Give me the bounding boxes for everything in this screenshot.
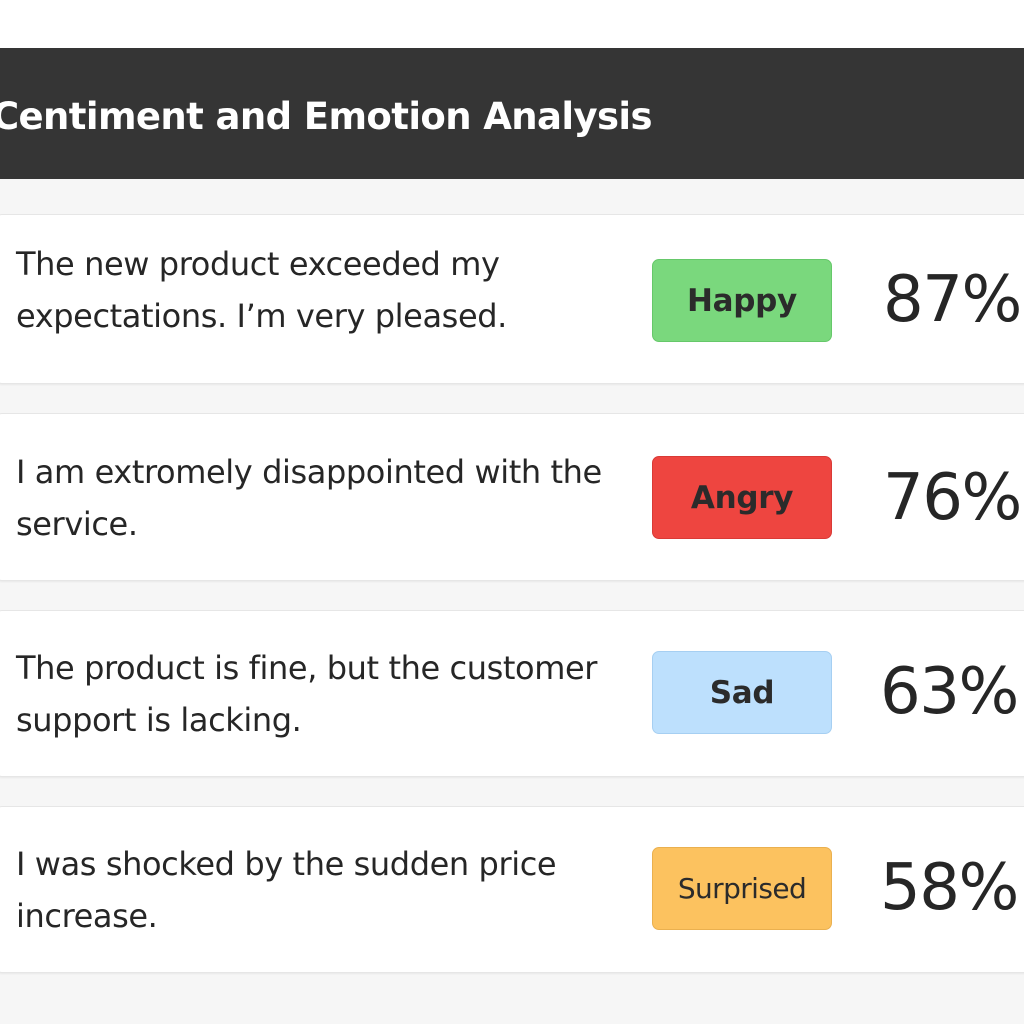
confidence-score: 63% xyxy=(880,655,1019,729)
emotion-badge-sad: Sad xyxy=(652,651,832,734)
confidence-score: 87% xyxy=(883,263,1022,337)
page-title: Centiment and Emotion Analysis xyxy=(0,95,653,138)
result-text: The product is fine, but the customer su… xyxy=(16,649,598,739)
result-card-1: The new product exceeded my expectations… xyxy=(0,214,1024,384)
result-card-2: I am extromely disappointed with the ser… xyxy=(0,413,1024,581)
result-text: I was shocked by the sudden price increa… xyxy=(16,845,557,935)
emotion-badge-surprised: Surprised xyxy=(652,847,832,930)
result-card-4: I was shocked by the sudden price increa… xyxy=(0,806,1024,973)
emotion-badge-angry: Angry xyxy=(652,456,832,539)
result-card-3: The product is fine, but the customer su… xyxy=(0,610,1024,777)
app-header: Centiment and Emotion Analysis xyxy=(0,48,1024,179)
top-strip xyxy=(0,0,1024,48)
result-text: The new product exceeded my expectations… xyxy=(16,245,507,335)
confidence-score: 76% xyxy=(883,461,1022,535)
confidence-score: 58% xyxy=(880,851,1019,925)
emotion-badge-happy: Happy xyxy=(652,259,832,342)
result-text: I am extromely disappointed with the ser… xyxy=(16,453,602,543)
